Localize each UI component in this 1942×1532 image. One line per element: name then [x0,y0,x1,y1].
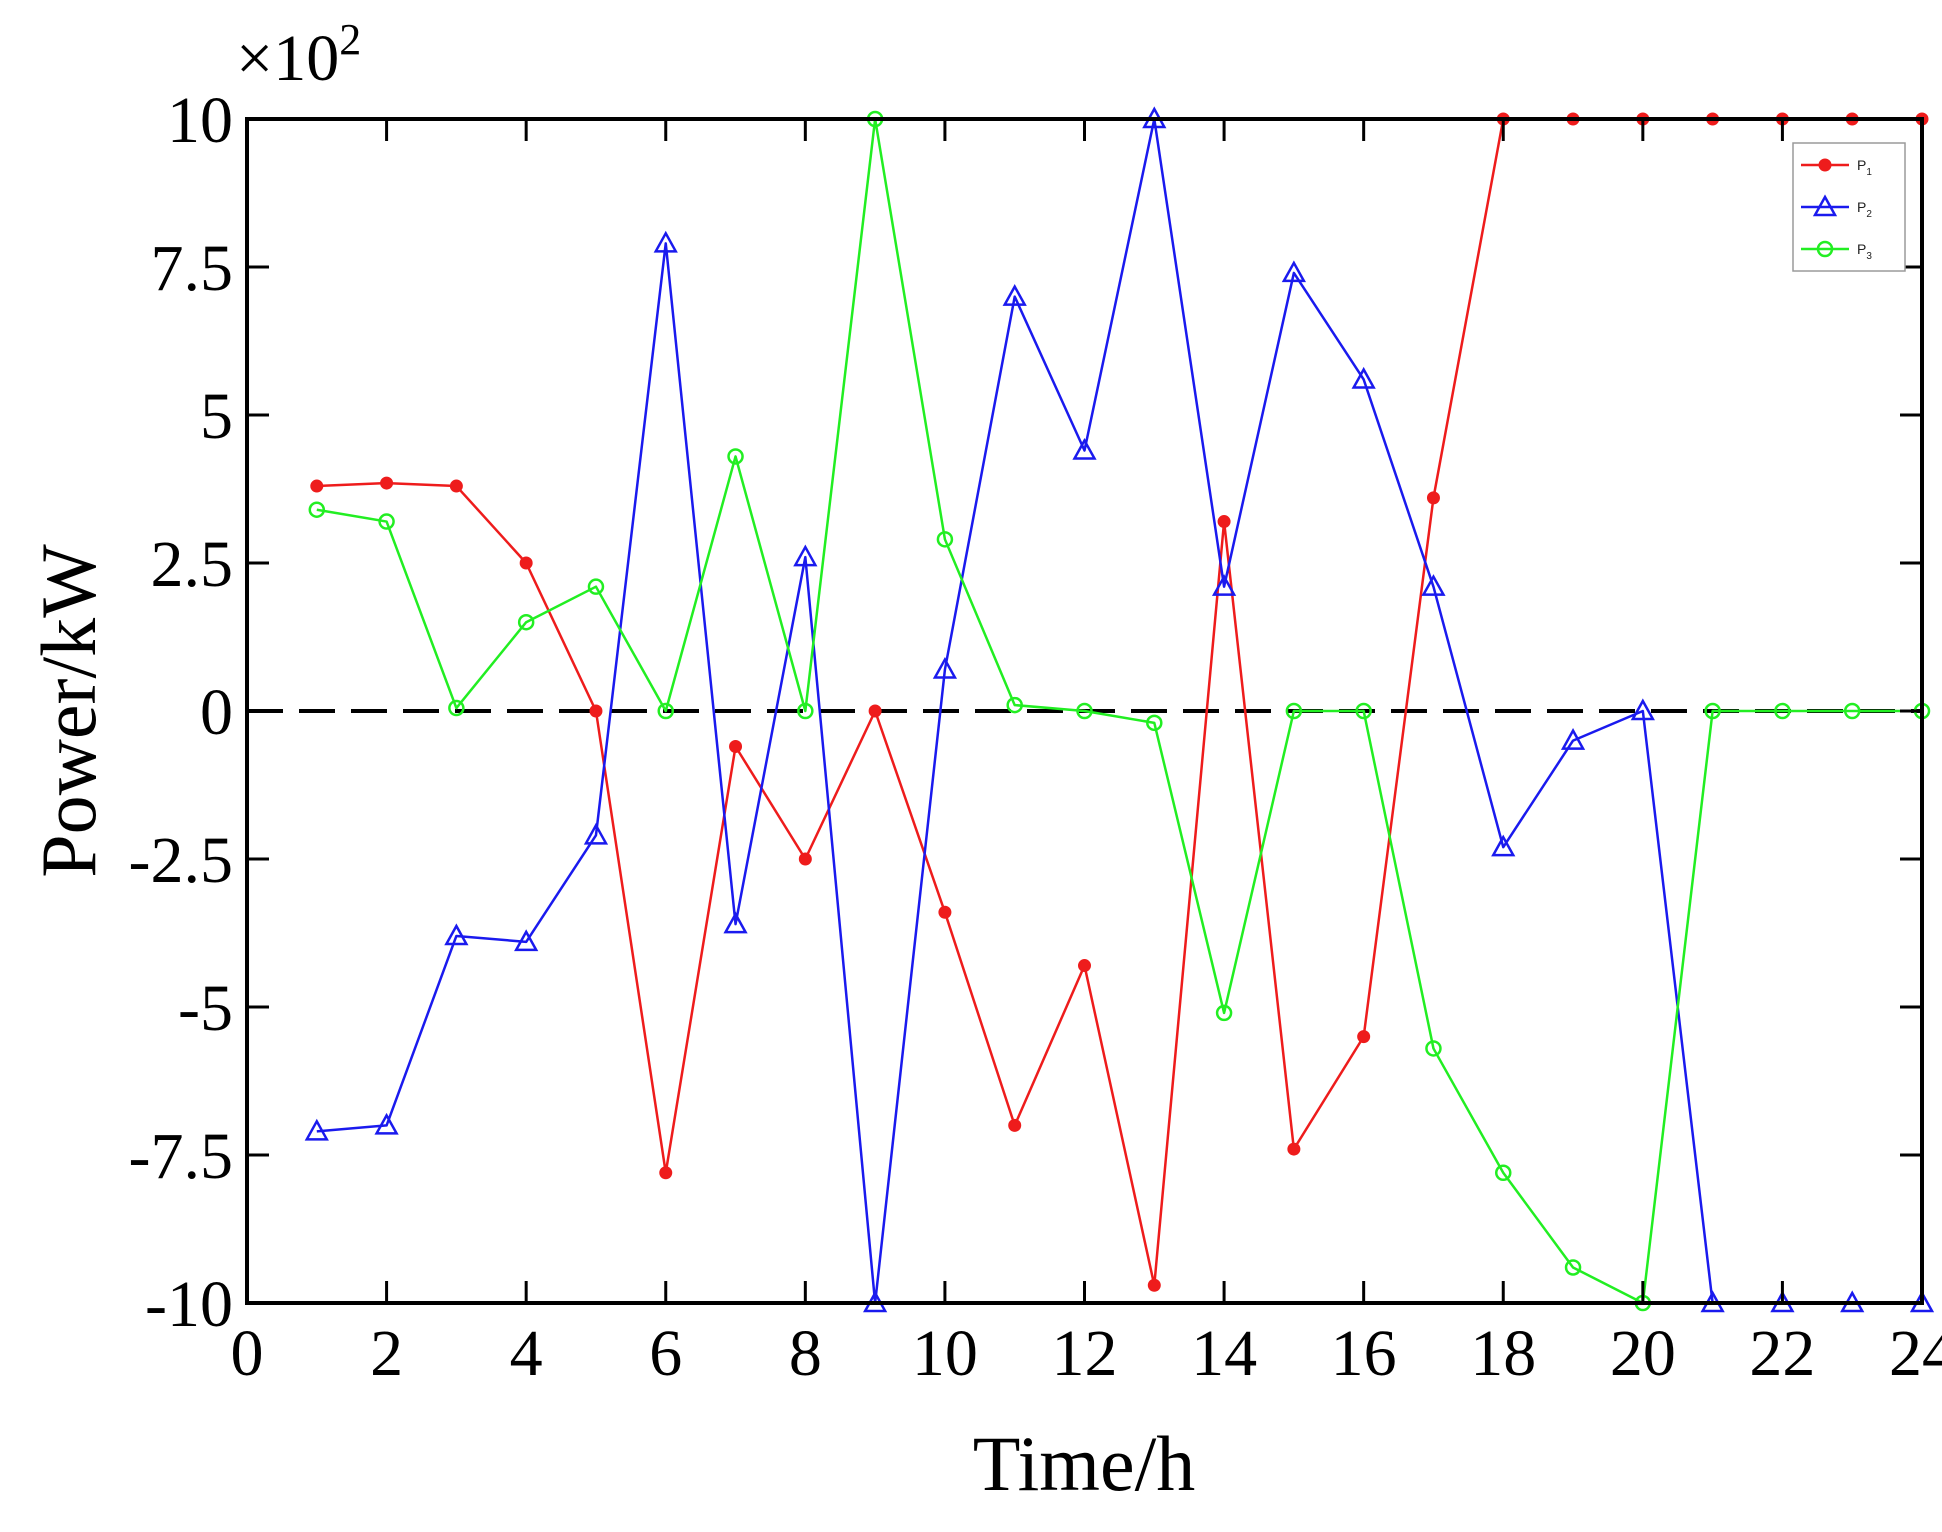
data-point [448,699,465,717]
data-point [1426,491,1440,505]
x-tick-label: 4 [510,1317,543,1390]
data-point [657,702,674,720]
data-point [444,923,469,946]
x-axis-title: Time/h [973,1420,1196,1507]
data-point [793,544,818,567]
data-point [1564,1259,1582,1276]
y-tick-label: -2.5 [129,824,233,897]
data-point [1147,1278,1161,1292]
x-tick-label: 16 [1331,1317,1397,1390]
data-point [1285,702,1303,720]
data-point [1421,574,1446,596]
y-tick-label: -7.5 [129,1120,233,1193]
data-point [583,822,609,845]
data-point [589,704,603,718]
data-point [798,852,812,866]
legend-item: P1 [1801,157,1872,178]
data-point [797,702,814,720]
data-point [727,448,744,465]
data-point [1491,834,1516,857]
legend-label: P3 [1857,241,1872,262]
data-point [1078,959,1091,973]
tick-layer: 0 2 4 6 8 10 12 14 16 18 20 22 24-10-7.5-5-2.502.557… [129,84,1942,1390]
legend: P1 P2 P3 [1792,142,1906,272]
data-point [1146,714,1163,732]
data-point [659,1166,673,1180]
series-line [316,117,1922,1305]
data-point [587,578,605,595]
data-point [932,656,958,679]
data-point [1818,158,1832,172]
data-point [1351,366,1376,389]
data-point [1560,728,1586,750]
y-tick-label: 7.5 [151,232,234,305]
y-tick-label: 0 [200,676,233,749]
x-tick-label: 6 [649,1317,682,1390]
data-point [1816,240,1834,258]
data-point [1211,574,1237,596]
data-point [1002,284,1027,306]
x-tick-label: 12 [1052,1317,1118,1390]
legend-item: P2 [1801,194,1872,220]
y-axis-title: Power/kW [25,544,112,878]
y-tick-label: 5 [200,380,233,453]
data-point [1704,702,1721,720]
data-point [449,479,463,493]
data-point [653,230,678,253]
data-point [1006,696,1023,714]
data-point [1217,515,1231,529]
data-point [1425,1040,1442,1057]
x-tick-label: 2 [370,1317,403,1390]
x-tick-label: 8 [789,1317,822,1390]
data-point [1008,1118,1022,1132]
x-tick-label: 0 [231,1317,264,1390]
data-point [1774,702,1791,720]
data-point [1357,1030,1371,1044]
y-tick-label: 10 [167,84,233,157]
data-point [1355,702,1372,720]
data-point [1072,437,1097,460]
legend-item: P3 [1801,240,1872,262]
x-tick-label: 24 [1889,1317,1942,1390]
x-tick-label: 22 [1749,1317,1815,1390]
data-point [308,501,326,518]
series-3 [308,110,1931,1312]
data-point [1843,702,1861,720]
data-point [519,556,533,570]
data-point [378,513,395,530]
series-line [316,117,1922,1305]
data-point [1630,698,1655,721]
data-point [723,911,748,934]
data-point [1215,1004,1233,1022]
data-point [729,740,743,754]
data-point [514,929,539,952]
data-point [310,479,324,493]
x-tick-label: 18 [1470,1317,1536,1390]
x-tick-label: 10 [912,1317,978,1390]
y-tick-label: -5 [178,972,233,1045]
data-point [1287,1142,1301,1156]
data-point [936,531,954,548]
y-tick-label: -10 [145,1268,233,1341]
data-point [304,1118,329,1141]
data-point [374,1112,399,1135]
data-point [1495,1164,1512,1182]
legend-label: P2 [1857,199,1872,220]
data-point [1812,194,1838,217]
data-point [938,905,952,919]
x-tick-label: 14 [1191,1317,1257,1390]
data-point [380,476,394,490]
y-tick-label: 2.5 [151,528,234,601]
data-point [517,613,535,631]
data-point [868,704,882,718]
y-axis-multiplier: ×102 [236,15,361,95]
legend-label: P1 [1857,157,1872,178]
data-point [1281,260,1306,283]
x-tick-label: 20 [1610,1317,1676,1390]
data-point [1076,702,1093,720]
